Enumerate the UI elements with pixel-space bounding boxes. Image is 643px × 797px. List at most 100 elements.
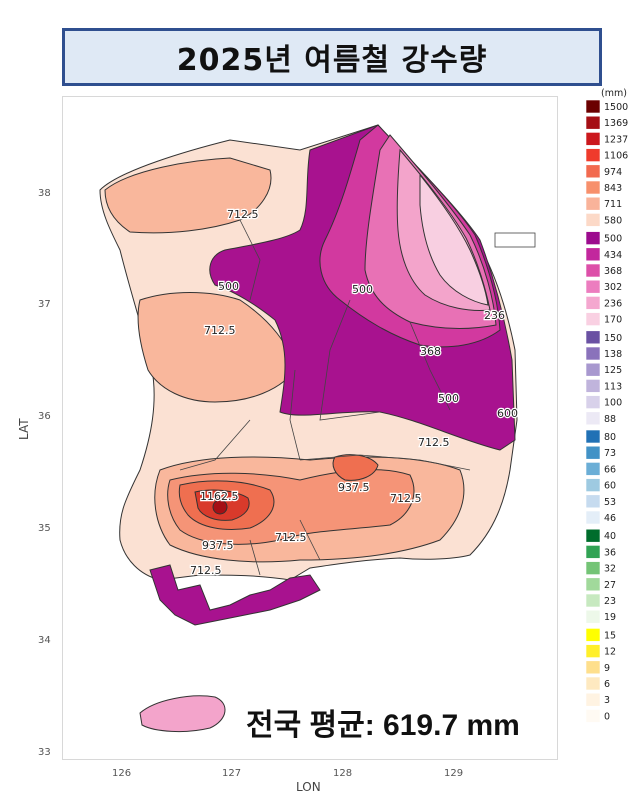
legend-swatch (585, 180, 601, 195)
contour-label: 500 (438, 392, 459, 405)
legend-swatch (585, 231, 601, 245)
contour-label: 712.5 (190, 564, 222, 577)
legend-label: 19 (604, 612, 616, 623)
legend-label: 27 (604, 580, 616, 591)
legend-label: 6 (604, 679, 610, 690)
legend-label: 15 (604, 630, 616, 641)
legend-swatch (585, 445, 601, 460)
x-axis: 126 127 128 129 LON (112, 768, 463, 794)
legend-label: 23 (604, 596, 616, 607)
legend-swatch (585, 213, 601, 227)
legend-swatch (585, 593, 601, 608)
legend-label: 170 (604, 315, 622, 326)
legend-label: 843 (604, 183, 622, 194)
legend-label: 66 (604, 464, 616, 475)
contour-label: 712.5 (204, 324, 236, 337)
legend-swatch (585, 395, 601, 409)
legend-label: 1106 (604, 151, 628, 162)
contour-label: 368 (420, 345, 441, 358)
legend-swatch (585, 494, 601, 509)
legend-swatch (585, 545, 601, 559)
x-tick-126: 126 (112, 768, 131, 779)
legend-label: 0 (604, 711, 610, 722)
legend-swatch (585, 709, 601, 723)
region-south-darkred (212, 499, 228, 515)
legend-swatch (585, 99, 601, 114)
legend-label: 302 (604, 282, 622, 293)
legend-label: 9 (604, 663, 610, 674)
y-axis-title: LAT (17, 418, 31, 440)
legend-swatch (585, 561, 601, 575)
contour-label: 500 (352, 283, 373, 296)
legend-label: 580 (604, 215, 622, 226)
region-pink-pale (419, 173, 489, 306)
legend-label: 12 (604, 647, 616, 658)
province-boundaries (179, 219, 471, 576)
legend-unit: (mm) (601, 88, 627, 99)
legend-swatch (585, 263, 601, 278)
legend-label: 46 (604, 513, 616, 524)
legend-swatch (585, 148, 601, 162)
legend-label: 1369 (604, 118, 628, 129)
contour-labels: 712.5 500 500 712.5 368 500 236 600 712.… (189, 207, 519, 578)
legend-swatch (585, 429, 601, 444)
x-tick-129: 129 (444, 768, 463, 779)
y-tick-36: 36 (38, 411, 51, 422)
y-axis: 38 37 36 35 34 33 LAT (17, 188, 51, 758)
legend-label: 80 (604, 432, 616, 443)
inset-box (494, 232, 536, 248)
y-tick-38: 38 (38, 188, 51, 199)
legend-label: 711 (604, 199, 622, 210)
legend-label: 150 (604, 333, 622, 344)
legend-label: 1500 (604, 102, 628, 113)
legend: 1500136912371106974843711580500434368302… (585, 99, 628, 723)
contour-label: 500 (218, 280, 239, 293)
legend-swatch (585, 196, 601, 211)
contour-label: 712.5 (227, 208, 259, 221)
map-title-box: 2025년 여름철 강수량 (62, 28, 602, 86)
legend-swatch (585, 164, 601, 179)
contour-label: 937.5 (202, 539, 234, 552)
y-tick-35: 35 (38, 523, 51, 534)
peninsula (99, 124, 518, 626)
jeju-island (139, 695, 226, 733)
region-west-peach (137, 292, 296, 403)
legend-label: 40 (604, 531, 616, 542)
contour-label: 600 (497, 407, 518, 420)
legend-label: 88 (604, 414, 616, 425)
legend-label: 236 (604, 298, 622, 309)
legend-swatch (585, 296, 601, 310)
legend-swatch (585, 692, 601, 707)
legend-label: 974 (604, 167, 622, 178)
contour-label: 712.5 (390, 492, 422, 505)
contour-label: 236 (484, 309, 505, 322)
legend-swatch (585, 379, 601, 393)
x-tick-128: 128 (333, 768, 352, 779)
legend-label: 138 (604, 349, 622, 360)
contour-label: 1162.5 (200, 490, 239, 503)
legend-swatch (585, 510, 601, 525)
contour-label: 712.5 (418, 436, 450, 449)
legend-swatch (585, 660, 601, 675)
legend-swatch (585, 411, 601, 426)
legend-label: 32 (604, 564, 616, 575)
legend-swatch (585, 478, 601, 492)
islands-magenta (149, 564, 321, 626)
legend-swatch (585, 115, 601, 130)
legend-swatch (585, 528, 601, 543)
legend-label: 73 (604, 448, 616, 459)
legend-swatch (585, 330, 601, 345)
legend-label: 368 (604, 266, 622, 277)
x-tick-127: 127 (222, 768, 241, 779)
contour-label: 712.5 (275, 531, 307, 544)
legend-label: 53 (604, 497, 616, 508)
legend-swatch (585, 346, 601, 361)
legend-label: 434 (604, 250, 622, 261)
y-tick-37: 37 (38, 299, 51, 310)
legend-label: 60 (604, 481, 616, 492)
legend-swatch (585, 362, 601, 377)
legend-swatch (585, 312, 601, 326)
legend-swatch (585, 462, 601, 476)
map-title: 2025년 여름철 강수량 (176, 43, 488, 78)
